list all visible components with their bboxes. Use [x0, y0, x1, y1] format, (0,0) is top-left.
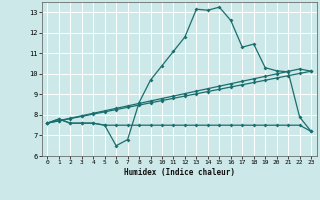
X-axis label: Humidex (Indice chaleur): Humidex (Indice chaleur) [124, 168, 235, 177]
